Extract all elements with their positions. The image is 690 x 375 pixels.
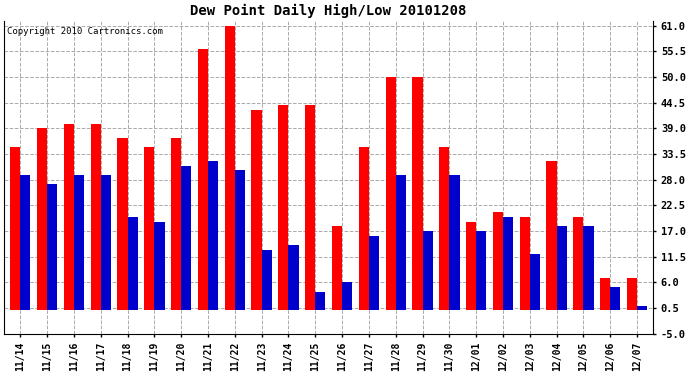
Bar — [600, 278, 610, 310]
Bar — [449, 175, 460, 310]
Bar — [128, 217, 138, 310]
Bar — [155, 222, 164, 310]
Bar — [493, 212, 503, 310]
Bar — [10, 147, 20, 310]
Bar — [557, 226, 567, 310]
Bar — [476, 231, 486, 310]
Bar — [20, 175, 30, 310]
Bar — [101, 175, 111, 310]
Bar — [47, 184, 57, 310]
Title: Dew Point Daily High/Low 20101208: Dew Point Daily High/Low 20101208 — [190, 4, 467, 18]
Bar — [584, 226, 593, 310]
Bar — [396, 175, 406, 310]
Bar — [37, 128, 47, 310]
Bar — [288, 245, 299, 310]
Bar — [439, 147, 449, 310]
Bar — [315, 292, 326, 310]
Bar — [386, 77, 396, 310]
Bar — [369, 236, 379, 310]
Bar — [520, 217, 530, 310]
Bar — [637, 306, 647, 310]
Bar — [278, 105, 288, 310]
Bar — [573, 217, 584, 310]
Bar — [181, 166, 191, 310]
Bar — [171, 138, 181, 310]
Bar — [90, 124, 101, 310]
Bar — [225, 26, 235, 310]
Bar — [530, 254, 540, 310]
Bar — [503, 217, 513, 310]
Bar — [627, 278, 637, 310]
Bar — [546, 161, 557, 310]
Bar — [262, 250, 272, 310]
Text: Copyright 2010 Cartronics.com: Copyright 2010 Cartronics.com — [8, 27, 164, 36]
Bar — [63, 124, 74, 310]
Bar — [332, 226, 342, 310]
Bar — [117, 138, 128, 310]
Bar — [359, 147, 369, 310]
Bar — [144, 147, 155, 310]
Bar — [198, 49, 208, 310]
Bar — [466, 222, 476, 310]
Bar — [610, 287, 620, 310]
Bar — [74, 175, 84, 310]
Bar — [422, 231, 433, 310]
Bar — [413, 77, 422, 310]
Bar — [235, 170, 245, 310]
Bar — [342, 282, 353, 310]
Bar — [251, 110, 262, 310]
Bar — [208, 161, 218, 310]
Bar — [305, 105, 315, 310]
